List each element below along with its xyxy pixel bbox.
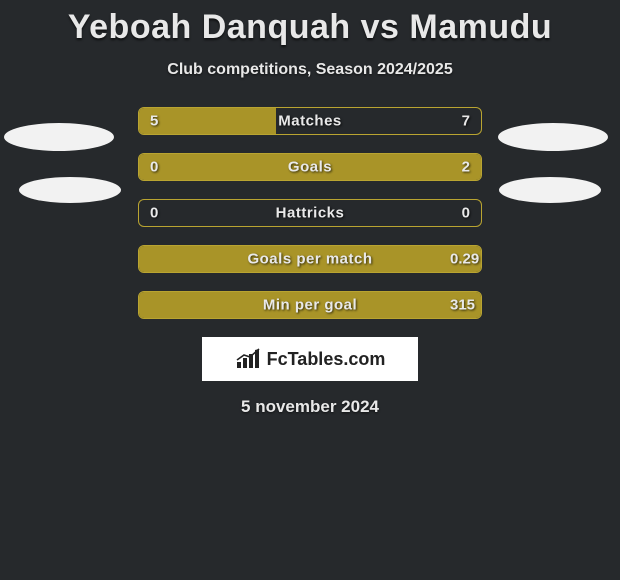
brand-chart-icon — [235, 348, 263, 370]
stat-value-left: 0 — [150, 205, 158, 222]
page-title: Yeboah Danquah vs Mamudu — [0, 0, 620, 47]
bar-fill — [139, 108, 276, 134]
stat-label: Min per goal — [263, 297, 357, 314]
stat-row: Min per goal 315 — [0, 291, 620, 319]
brand-text: FcTables.com — [267, 349, 386, 370]
bar-track: Goals per match — [138, 245, 482, 273]
stat-row: Goals per match 0.29 — [0, 245, 620, 273]
decorative-ellipse — [4, 123, 114, 151]
stat-row: Goals 0 2 — [0, 153, 620, 181]
stat-value-right: 7 — [462, 113, 470, 130]
decorative-ellipse — [499, 177, 601, 203]
date-text: 5 november 2024 — [0, 397, 620, 417]
stat-value-right: 0.29 — [450, 251, 479, 268]
stat-row: Hattricks 0 0 — [0, 199, 620, 227]
stat-value-right: 315 — [450, 297, 475, 314]
decorative-ellipse — [498, 123, 608, 151]
bar-track: Goals — [138, 153, 482, 181]
bar-track: Hattricks — [138, 199, 482, 227]
stat-value-left: 0 — [150, 159, 158, 176]
stat-value-right: 0 — [462, 205, 470, 222]
bar-track: Min per goal — [138, 291, 482, 319]
stat-label: Goals — [288, 159, 332, 176]
stat-label: Goals per match — [247, 251, 372, 268]
stat-label: Matches — [278, 113, 342, 130]
bar-track: Matches — [138, 107, 482, 135]
stat-label: Hattricks — [276, 205, 345, 222]
stat-value-right: 2 — [462, 159, 470, 176]
stat-value-left: 5 — [150, 113, 158, 130]
brand-badge: FcTables.com — [202, 337, 418, 381]
subtitle: Club competitions, Season 2024/2025 — [0, 61, 620, 79]
decorative-ellipse — [19, 177, 121, 203]
